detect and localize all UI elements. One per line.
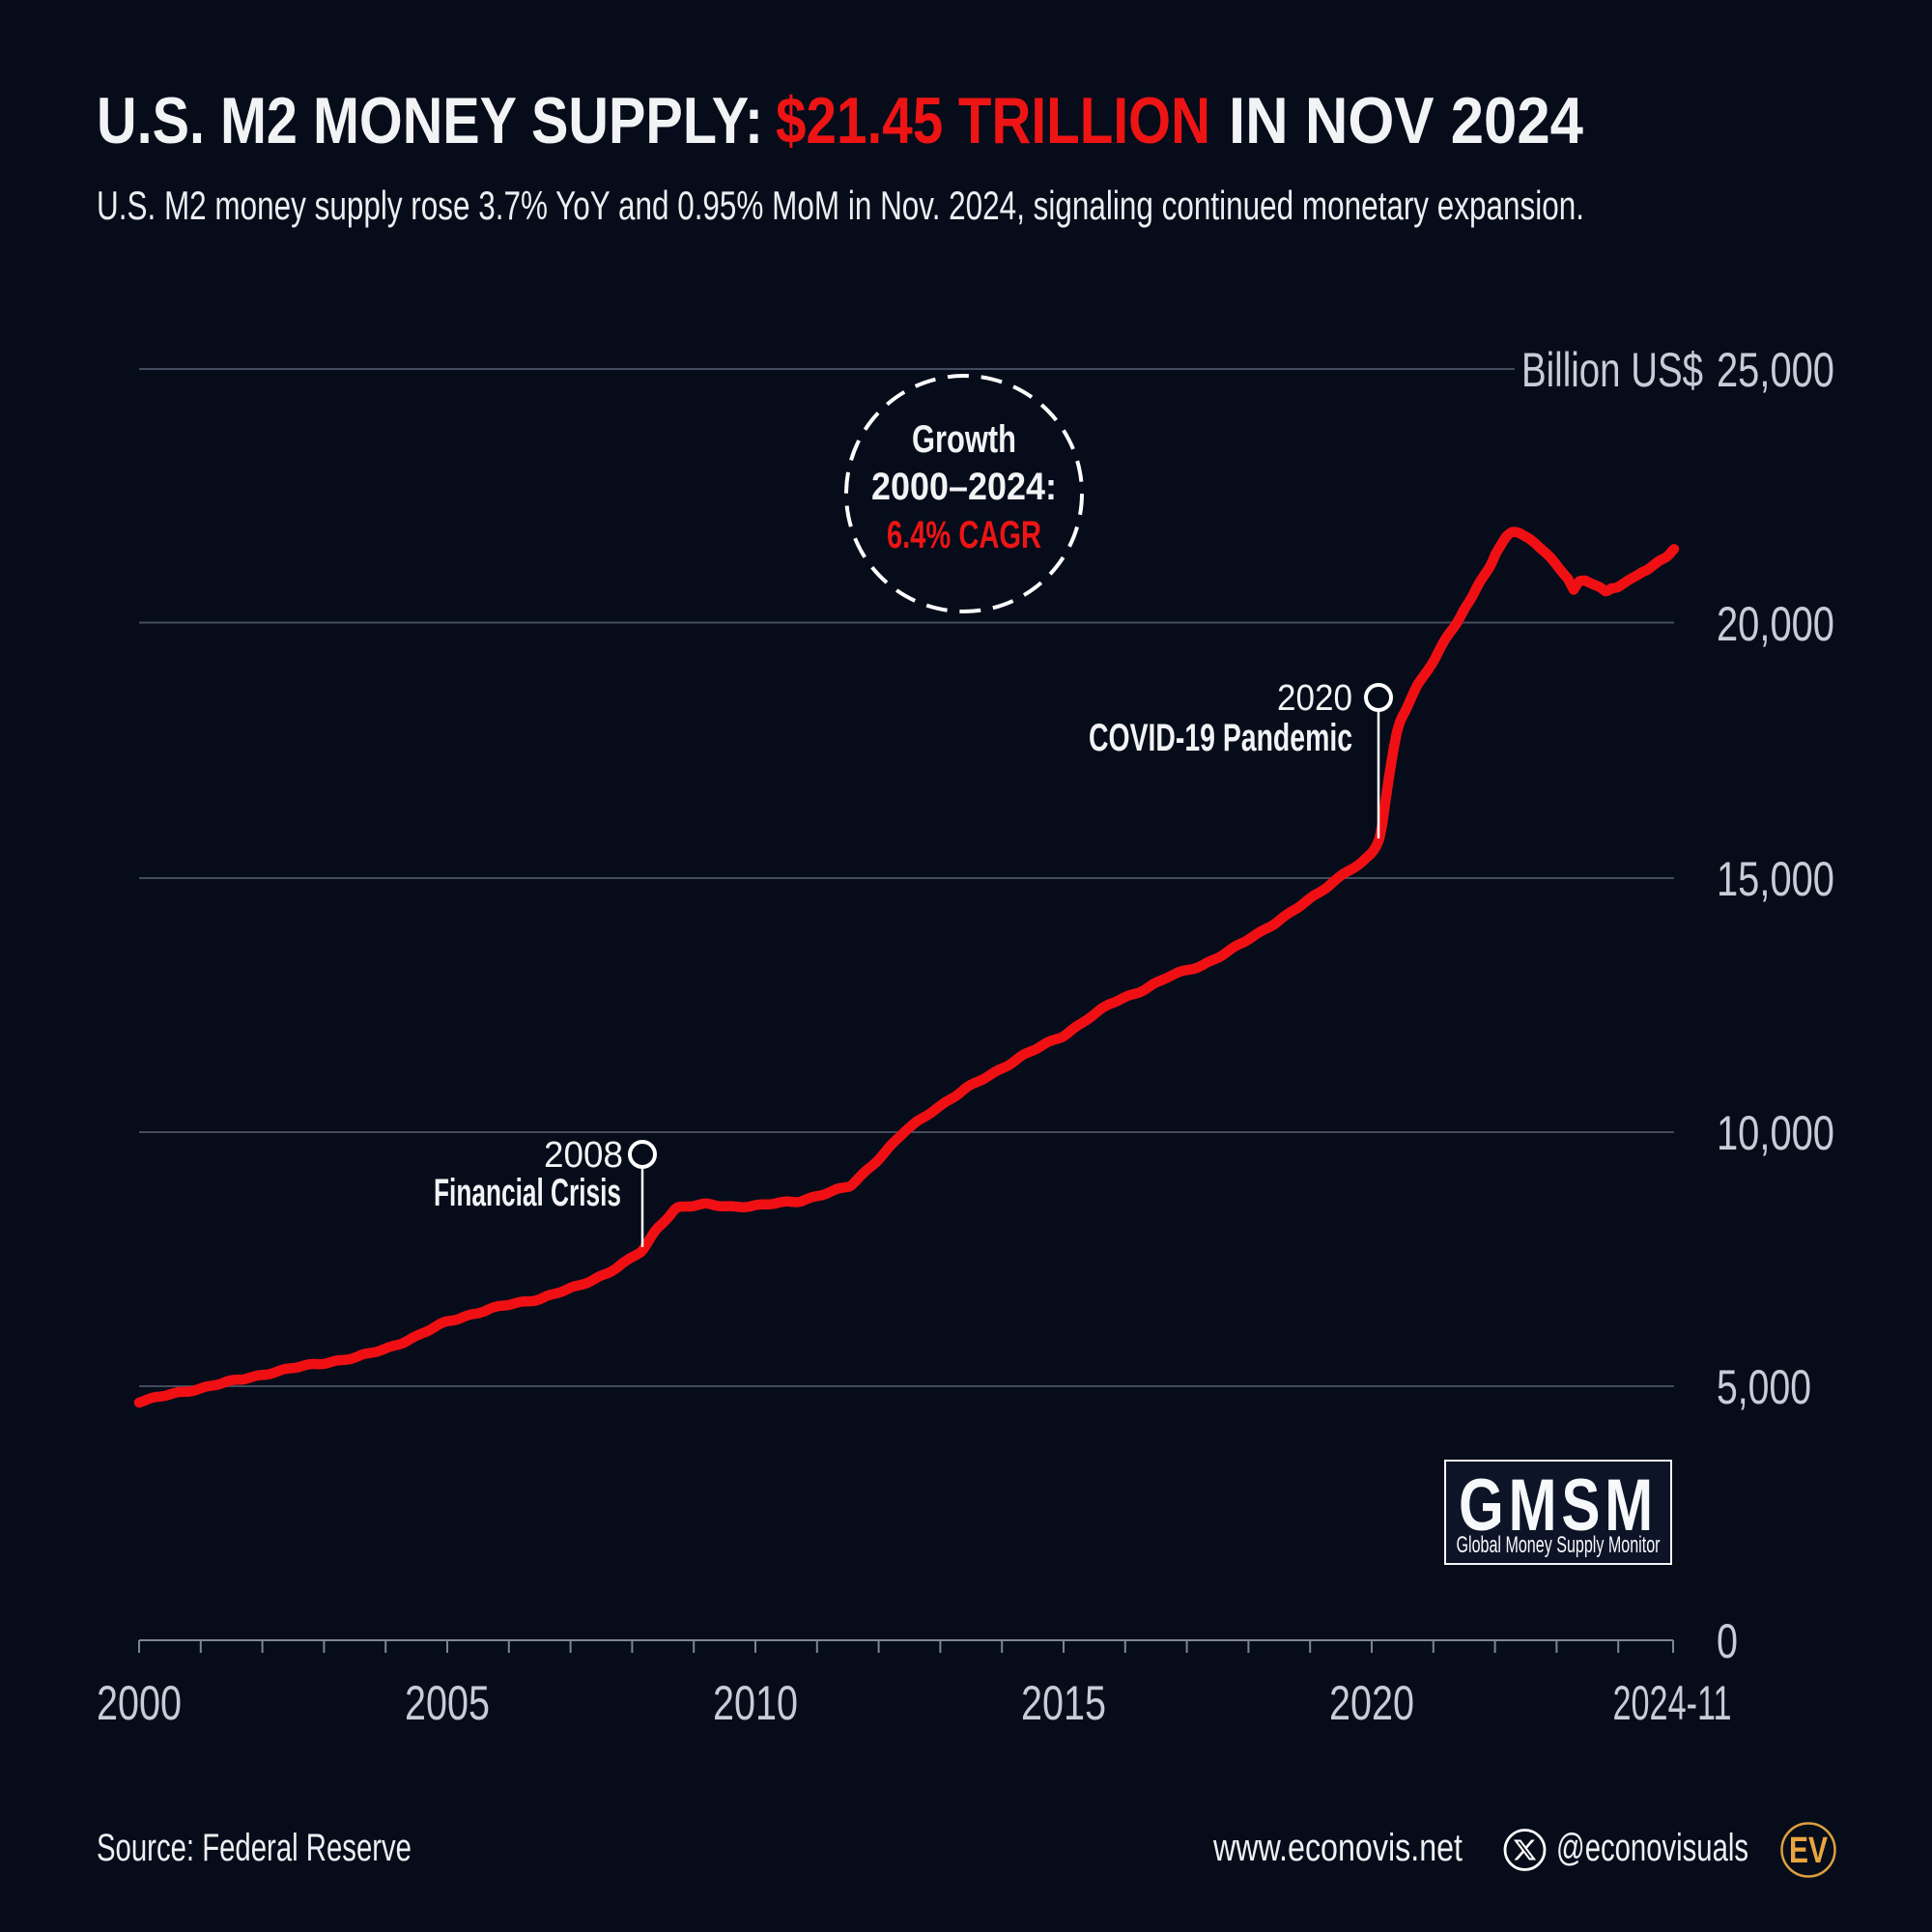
svg-text:U.S. M2 money supply rose 3.7%: U.S. M2 money supply rose 3.7% YoY and 0… [97, 183, 1584, 228]
svg-text:2000: 2000 [97, 1676, 182, 1730]
svg-text:5,000: 5,000 [1717, 1360, 1811, 1414]
svg-text:2008: 2008 [544, 1135, 623, 1176]
svg-text:2015: 2015 [1021, 1676, 1106, 1730]
svg-text:IN NOV 2024: IN NOV 2024 [1229, 84, 1583, 157]
svg-text:COVID-19 Pandemic: COVID-19 Pandemic [1089, 717, 1352, 759]
svg-text:2000–2024:: 2000–2024: [871, 466, 1057, 508]
svg-text:0: 0 [1717, 1614, 1738, 1668]
svg-text:2010: 2010 [713, 1676, 798, 1730]
svg-text:@econovisuals: @econovisuals [1556, 1827, 1748, 1869]
svg-text:6.4% CAGR: 6.4% CAGR [887, 514, 1041, 556]
svg-text:2024-11: 2024-11 [1613, 1676, 1732, 1730]
svg-text:$21.45 TRILLION: $21.45 TRILLION [776, 84, 1210, 157]
svg-text:EV: EV [1789, 1831, 1829, 1871]
svg-text:20,000: 20,000 [1717, 597, 1834, 651]
svg-text:Source: Federal Reserve: Source: Federal Reserve [97, 1827, 412, 1869]
svg-text:GMSM: GMSM [1459, 1464, 1658, 1547]
svg-text:10,000: 10,000 [1717, 1106, 1834, 1160]
svg-text:25,000: 25,000 [1717, 343, 1834, 397]
svg-text:2020: 2020 [1329, 1676, 1414, 1730]
svg-text:Global Money Supply Monitor: Global Money Supply Monitor [1457, 1532, 1661, 1558]
svg-text:Financial Crisis: Financial Crisis [434, 1172, 621, 1214]
svg-text:Billion US$: Billion US$ [1521, 343, 1703, 397]
svg-text:15,000: 15,000 [1717, 852, 1834, 906]
svg-text:2005: 2005 [405, 1676, 490, 1730]
svg-text:2020: 2020 [1277, 678, 1352, 719]
svg-text:U.S. M2 MONEY SUPPLY:: U.S. M2 MONEY SUPPLY: [97, 84, 763, 157]
svg-text:Growth: Growth [912, 418, 1016, 461]
svg-text:www.econovis.net: www.econovis.net [1212, 1827, 1463, 1869]
